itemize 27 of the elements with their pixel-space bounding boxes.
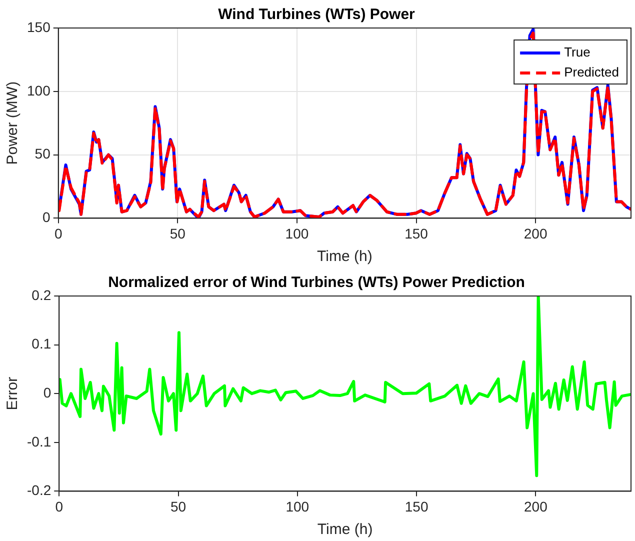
y-tick-label: 50 xyxy=(34,146,51,162)
x-tick-label: 100 xyxy=(285,225,309,242)
y-tick-label: 0 xyxy=(43,384,52,400)
x-tick-label: 0 xyxy=(54,225,62,242)
x-axis-title: Time (h) xyxy=(317,521,373,538)
x-tick-label: 200 xyxy=(524,498,548,514)
y-tick-label: 0.1 xyxy=(32,336,52,352)
x-tick-label: 50 xyxy=(170,225,186,242)
y-tick-label: -0.1 xyxy=(27,433,52,450)
x-tick-label: 50 xyxy=(170,498,186,514)
chart-title: Wind Turbines (WTs) Power xyxy=(218,6,416,24)
y-axis-title: Power (MW) xyxy=(4,81,22,165)
x-tick-label: 200 xyxy=(524,225,548,242)
chart-title: Normalized error of Wind Turbines (WTs) Power Prediction xyxy=(108,274,525,292)
x-tick-label: 150 xyxy=(404,225,428,242)
y-tick-label: 0.2 xyxy=(32,286,52,303)
y-axis-title: Error xyxy=(4,376,22,410)
legend-label: True xyxy=(564,44,590,60)
x-axis-title: Time (h) xyxy=(317,248,372,266)
legend-label: Predicted xyxy=(564,64,619,80)
y-tick-label: 0 xyxy=(42,209,51,226)
x-tick-label: 0 xyxy=(55,498,64,514)
y-tick-label: -0.2 xyxy=(27,482,52,498)
x-tick-label: 150 xyxy=(404,498,428,514)
x-tick-label: 100 xyxy=(286,498,310,514)
y-tick-label: 150 xyxy=(27,18,51,35)
y-tick-label: 100 xyxy=(27,82,51,98)
